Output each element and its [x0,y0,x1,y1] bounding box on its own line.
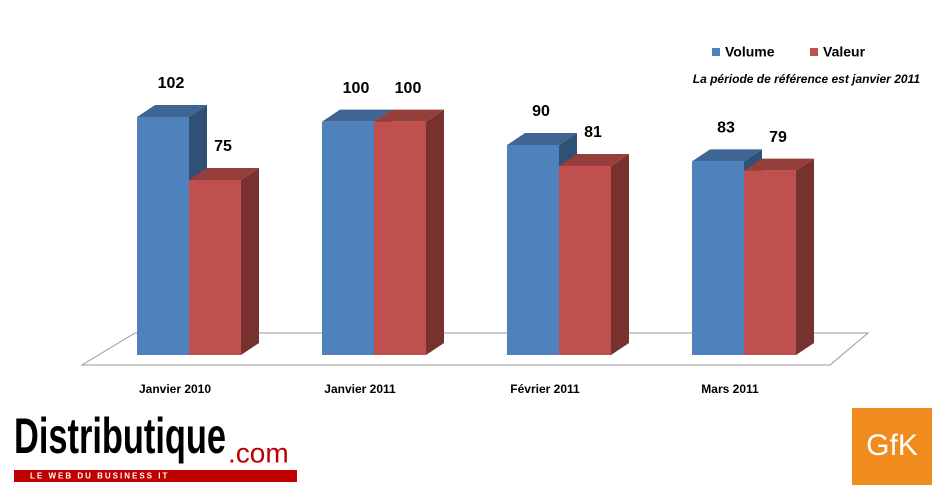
bar [189,180,241,355]
bar-top [507,133,577,145]
bar-top [744,158,814,171]
bar [507,145,559,355]
data-label: 81 [584,124,602,141]
bar-top [189,168,259,180]
bar [559,166,611,355]
brand-bar [14,470,297,482]
annotation: La période de référence est janvier 2011 [693,72,921,86]
data-label: 75 [214,138,232,155]
bar [692,161,744,355]
legend-label: Valeur [823,44,866,60]
gfk-text: GfK [866,429,918,462]
legend-swatch [712,48,720,56]
gfk-logo [852,408,932,485]
x-tick-label: Mars 2011 [701,382,759,396]
bar-top [137,105,207,117]
data-label: 90 [532,103,550,120]
bar [322,121,374,356]
brand-name: Distributique [14,408,226,464]
brand-tagline: LE WEB DU BUSINESS IT [30,472,169,481]
bar [744,170,796,355]
bar-side [241,168,259,355]
bar-top [374,109,444,122]
bar-side [426,109,444,356]
bar [374,121,426,356]
data-label: 100 [343,80,370,97]
x-tick-label: Février 2011 [510,382,580,396]
bar-top [692,149,762,162]
data-label: 83 [717,120,735,137]
legend-label: Volume [725,44,775,60]
data-label: 100 [395,80,422,97]
bar-top [559,154,629,166]
brand-suffix: .com [228,437,289,468]
bar [137,117,189,355]
bar-top [322,109,392,122]
x-tick-label: Janvier 2010 [139,382,211,396]
x-tick-label: Janvier 2011 [324,382,396,396]
bar-side [796,158,814,355]
data-label: 79 [769,129,787,146]
floor [80,332,870,366]
legend-swatch [810,48,818,56]
data-label: 102 [158,75,185,92]
bar-side [611,154,629,355]
